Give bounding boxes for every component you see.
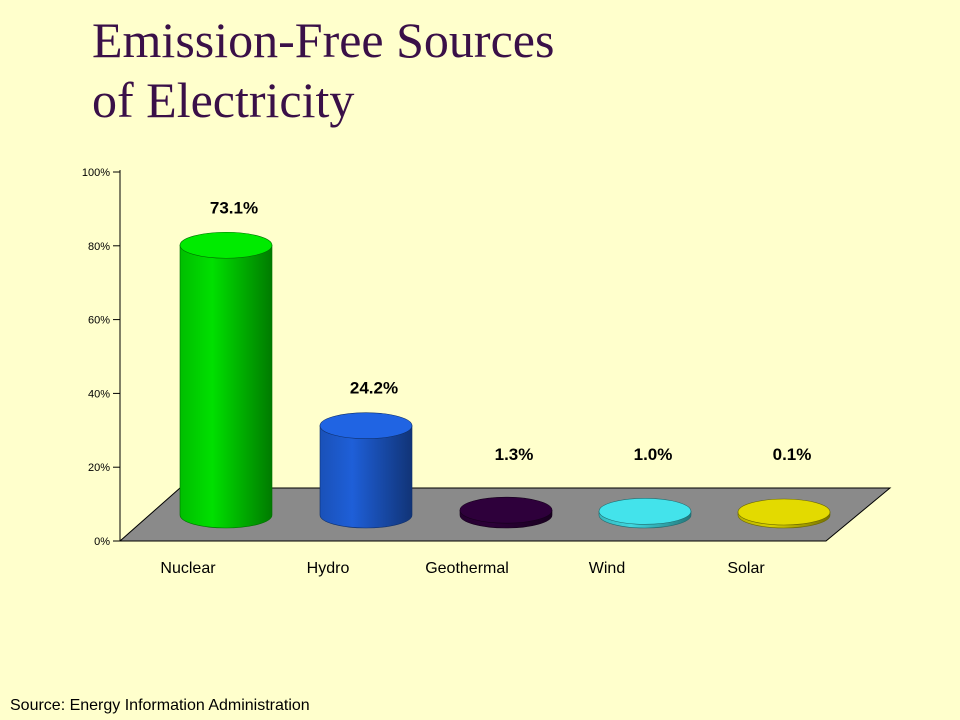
data-label: 0.1% [773,445,812,464]
bar-solar [737,498,831,529]
x-tick-label: Geothermal [425,560,509,577]
chart-title-line-1: Emission-Free Sources [92,12,555,68]
chart-title: Emission-Free Sources of Electricity [92,10,554,130]
chart-bars [179,231,831,529]
bar-body [319,425,413,529]
bar-top [459,496,553,524]
data-label: 73.1% [210,198,258,217]
x-tick-label: Hydro [307,560,350,577]
y-tick-label: 80% [88,241,110,253]
x-tick-label: Nuclear [160,560,216,577]
y-tick-label: 100% [82,167,110,179]
data-label: 1.3% [495,445,534,464]
bar-top [737,498,831,526]
y-tick-label: 40% [88,388,110,400]
x-axis-labels: Nuclear Hydro Geothermal Wind Solar [160,560,765,577]
bar-hydro [319,412,413,529]
y-tick-label: 60% [88,315,110,327]
x-tick-label: Solar [727,560,765,577]
data-label: 1.0% [634,445,673,464]
bar-top [598,498,692,525]
bar-geothermal [459,496,553,529]
x-tick-label: Wind [589,560,625,577]
bar-top [319,412,413,440]
y-tick-label: 20% [88,462,110,474]
data-label: 24.2% [350,379,398,398]
bar-wind [598,498,692,529]
chart-title-line-2: of Electricity [92,72,355,128]
bar-nuclear [179,231,273,529]
bar-body [179,244,273,529]
y-tick-label: 0% [94,536,110,548]
bar-top [179,231,273,259]
source-note: Source: Energy Information Administratio… [10,697,310,714]
y-axis-ticks: 0% 20% 40% 60% 80% 100% [82,167,120,548]
data-labels: 73.1% 24.2% 1.3% 1.0% 0.1% [210,198,811,464]
